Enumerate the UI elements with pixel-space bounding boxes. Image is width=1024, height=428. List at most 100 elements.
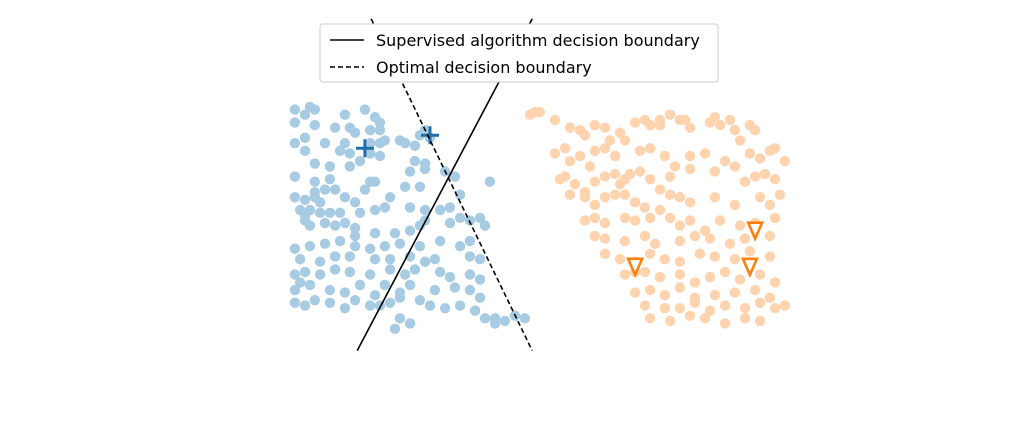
- data-point: [704, 305, 716, 316]
- data-point: [479, 313, 491, 324]
- data-point: [414, 295, 426, 306]
- data-point: [644, 212, 656, 224]
- data-point: [409, 155, 421, 167]
- data-point: [369, 228, 381, 239]
- data-point: [299, 300, 311, 311]
- data-point: [329, 264, 341, 275]
- data-point: [304, 220, 316, 231]
- data-point: [394, 313, 406, 324]
- data-point: [344, 122, 356, 133]
- triangle-down-marker: [740, 257, 759, 279]
- data-point: [314, 269, 326, 280]
- data-point: [559, 171, 571, 182]
- data-point: [324, 161, 336, 172]
- data-point: [404, 225, 416, 236]
- data-point: [689, 297, 701, 309]
- data-point: [684, 215, 696, 226]
- data-point: [434, 204, 446, 216]
- data-point: [729, 161, 741, 172]
- data-point: [599, 217, 611, 229]
- data-point: [364, 300, 376, 311]
- data-point: [404, 202, 416, 213]
- data-point: [664, 212, 676, 224]
- data-point: [664, 315, 676, 327]
- data-point: [414, 181, 426, 193]
- data-point: [629, 287, 641, 298]
- data-point: [384, 297, 396, 309]
- plus-marker: [421, 126, 439, 145]
- data-point: [619, 235, 631, 247]
- data-point: [684, 197, 696, 208]
- data-point: [564, 122, 576, 133]
- data-point: [519, 313, 531, 324]
- data-point: [454, 300, 466, 311]
- data-point: [619, 189, 631, 200]
- data-point: [759, 168, 771, 180]
- data-point: [569, 179, 581, 190]
- data-point: [369, 176, 381, 187]
- data-point: [654, 271, 666, 283]
- data-point: [454, 212, 466, 224]
- data-point: [639, 300, 651, 311]
- data-point: [484, 176, 496, 187]
- data-point: [564, 155, 576, 167]
- data-point: [339, 217, 351, 229]
- data-point: [754, 153, 766, 164]
- data-point: [769, 212, 781, 224]
- data-point: [689, 277, 701, 288]
- data-point: [449, 171, 461, 182]
- data-point: [769, 277, 781, 288]
- data-point: [379, 241, 391, 252]
- data-point: [309, 295, 321, 306]
- data-point: [559, 143, 571, 154]
- data-point: [674, 220, 686, 231]
- data-point: [654, 204, 666, 216]
- data-point: [579, 192, 591, 203]
- data-point: [289, 269, 301, 280]
- data-point: [599, 233, 611, 244]
- data-point: [364, 269, 376, 280]
- data-point: [419, 163, 431, 175]
- data-point: [599, 248, 611, 260]
- data-point: [349, 230, 361, 242]
- data-point: [739, 302, 751, 314]
- data-point: [764, 292, 776, 303]
- data-point: [719, 155, 731, 167]
- data-point: [444, 217, 456, 229]
- data-point: [729, 287, 741, 298]
- data-point: [769, 302, 781, 314]
- data-point: [369, 253, 381, 265]
- data-point: [764, 199, 776, 211]
- data-point: [384, 192, 396, 203]
- data-point: [584, 161, 596, 172]
- data-point: [404, 166, 416, 177]
- data-point: [714, 119, 726, 131]
- data-point: [634, 166, 646, 177]
- data-point: [339, 137, 351, 149]
- data-point: [754, 192, 766, 203]
- data-point: [424, 300, 436, 311]
- data-point: [339, 192, 351, 203]
- data-point: [664, 189, 676, 200]
- data-point: [659, 289, 671, 301]
- data-point: [744, 148, 756, 159]
- data-point: [349, 197, 361, 208]
- data-point: [639, 230, 651, 242]
- data-point: [614, 253, 626, 265]
- data-point: [719, 300, 731, 311]
- data-point: [749, 171, 761, 182]
- data-point: [289, 243, 301, 254]
- triangle-down-marker: [746, 221, 765, 242]
- data-point: [464, 284, 476, 296]
- data-point: [304, 204, 316, 216]
- markers-layer: [355, 126, 765, 279]
- data-point: [299, 109, 311, 120]
- data-point: [429, 253, 441, 265]
- data-point: [644, 248, 656, 260]
- data-point: [454, 241, 466, 252]
- data-point: [449, 282, 461, 293]
- data-point: [644, 119, 656, 131]
- data-point: [734, 135, 746, 146]
- data-point: [369, 204, 381, 216]
- data-point: [574, 150, 586, 162]
